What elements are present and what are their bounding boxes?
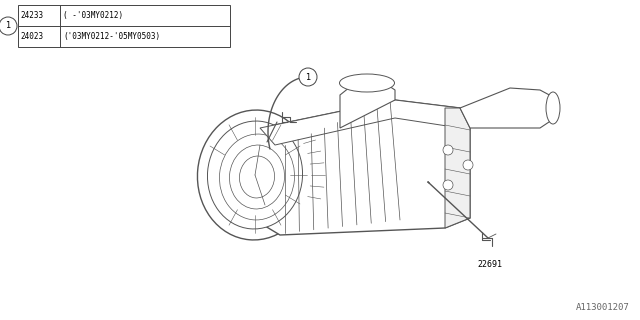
Ellipse shape bbox=[230, 145, 285, 209]
Circle shape bbox=[463, 160, 473, 170]
Ellipse shape bbox=[339, 74, 394, 92]
Text: 1: 1 bbox=[5, 21, 11, 30]
Ellipse shape bbox=[207, 121, 303, 229]
Text: 24023: 24023 bbox=[20, 32, 43, 41]
Text: 24233: 24233 bbox=[20, 11, 43, 20]
Ellipse shape bbox=[239, 156, 275, 198]
Polygon shape bbox=[255, 100, 470, 235]
Text: A113001207: A113001207 bbox=[576, 303, 630, 312]
Ellipse shape bbox=[220, 134, 294, 220]
Polygon shape bbox=[340, 80, 395, 128]
Text: 1: 1 bbox=[305, 73, 310, 82]
Ellipse shape bbox=[546, 92, 560, 124]
Circle shape bbox=[443, 145, 453, 155]
Circle shape bbox=[299, 68, 317, 86]
Ellipse shape bbox=[197, 110, 312, 240]
Polygon shape bbox=[460, 88, 555, 128]
Circle shape bbox=[443, 180, 453, 190]
Polygon shape bbox=[445, 108, 470, 228]
Text: ( -'03MY0212): ( -'03MY0212) bbox=[63, 11, 123, 20]
Polygon shape bbox=[260, 100, 460, 145]
Text: 22691: 22691 bbox=[477, 260, 502, 269]
Text: ('03MY0212-'05MY0503): ('03MY0212-'05MY0503) bbox=[63, 32, 160, 41]
